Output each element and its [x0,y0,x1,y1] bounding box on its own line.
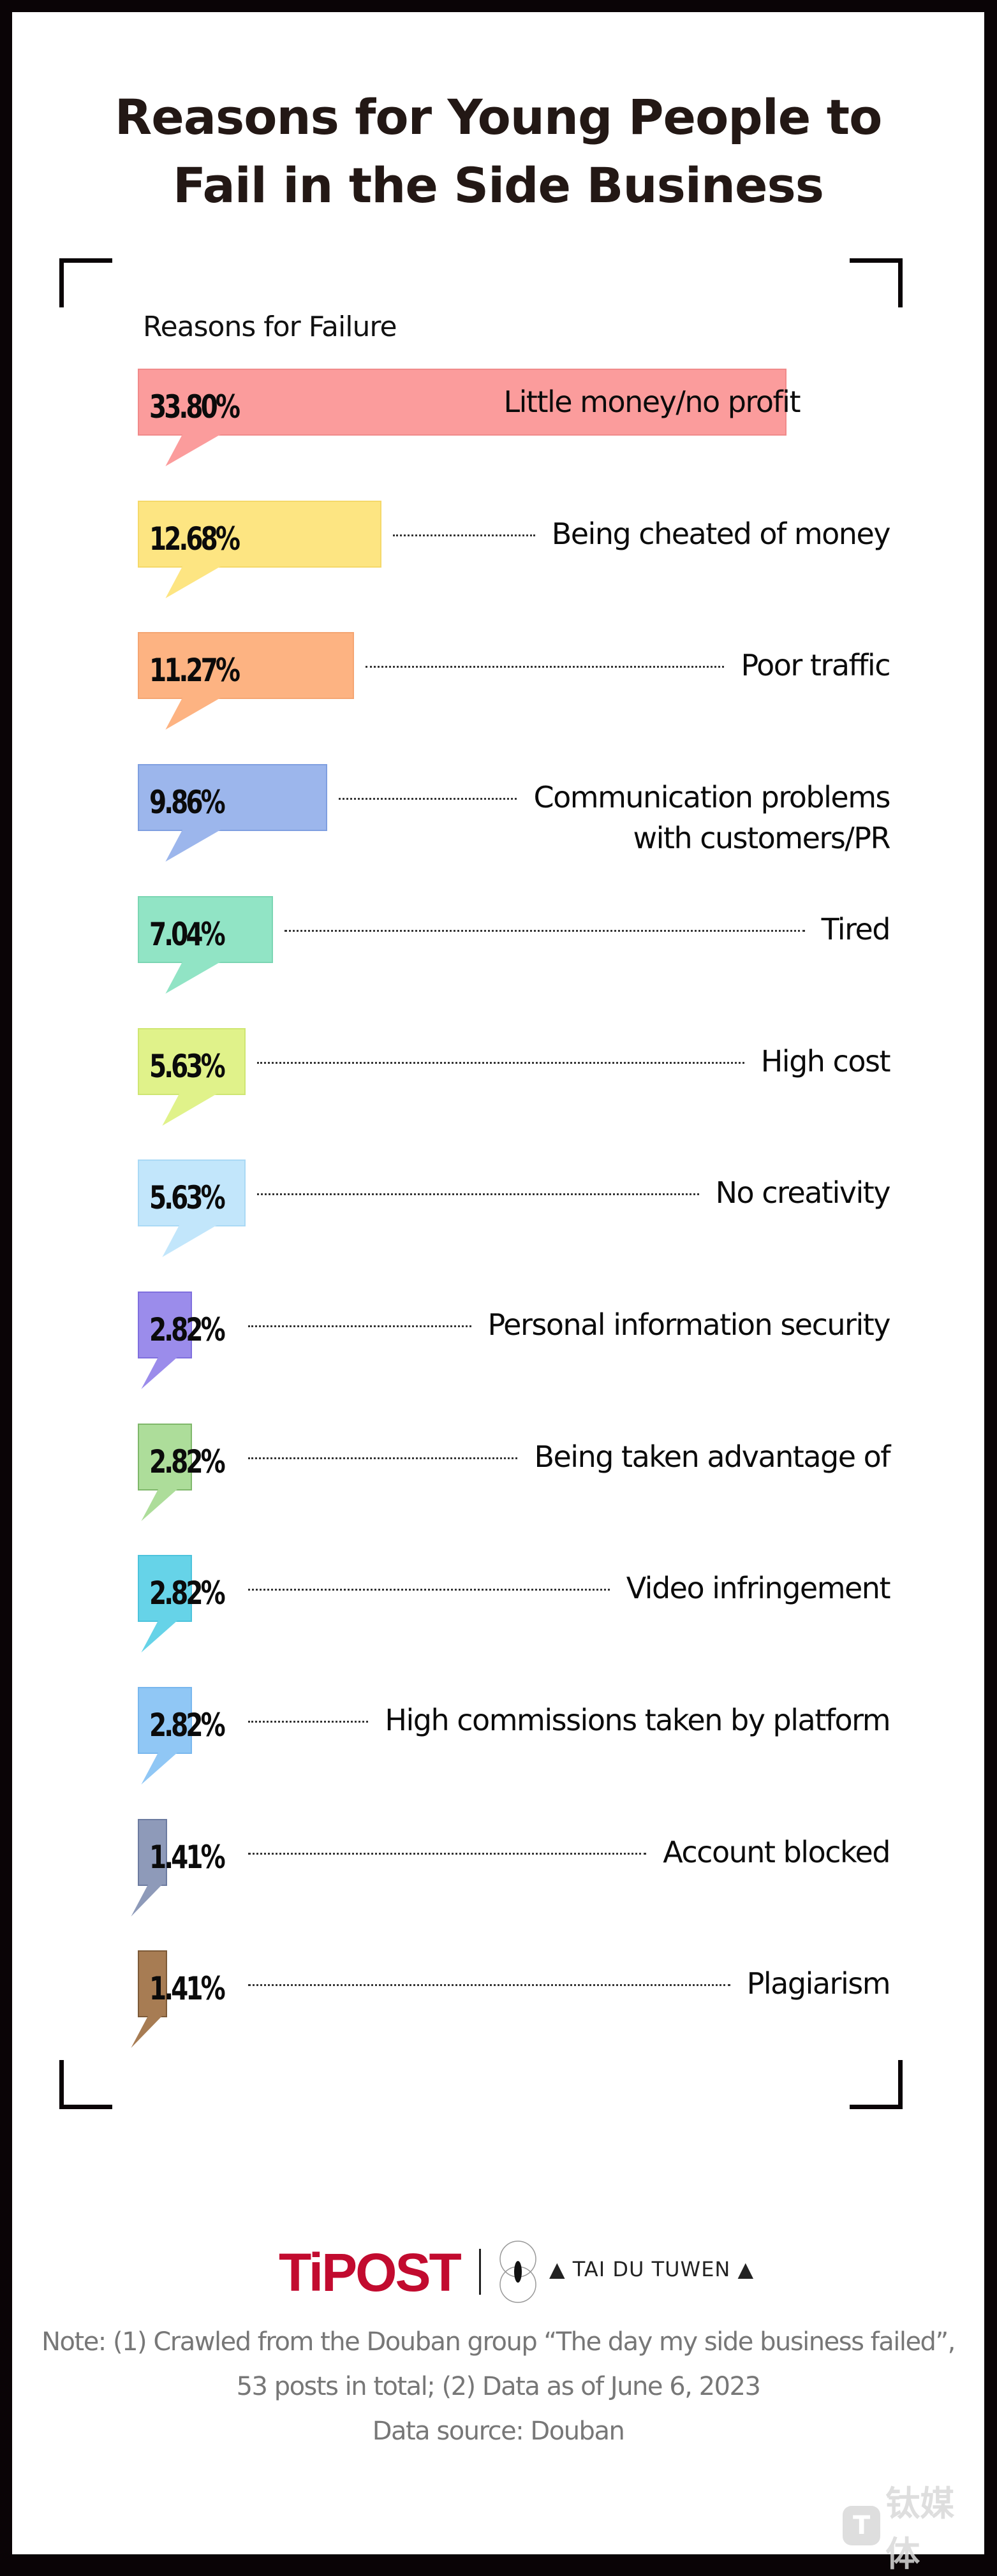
leader-line [248,1852,646,1855]
corner-bracket-top-left [59,258,112,307]
bar [138,500,381,568]
percentage-value: 5.63% [149,1047,226,1085]
bar-tail [165,698,221,730]
bar-row: 2.82% Personal information security [12,1291,984,1419]
bar-row: 2.82% Video infringement [12,1555,984,1682]
bar-row: 33.80% Little money/no profit [12,369,984,496]
reason-label-line: Communication problems [533,780,891,815]
bar-tail [165,830,221,862]
bar [138,1159,246,1227]
leader-line [248,1325,471,1327]
bar-row: 12.68% Being cheated of money [12,500,984,628]
bar-tail [162,1225,217,1258]
reason-label: No creativity [715,1175,891,1211]
reason-label: Being taken advantage of [534,1439,890,1474]
bar [138,1687,192,1754]
percentage-value: 11.27% [149,652,240,689]
leader-line [257,1061,744,1064]
bar-row: 2.82% High commissions taken by platform [12,1687,984,1814]
reason-label: Little money/no profit [503,385,801,419]
leader-line [248,1984,730,1987]
bar-row: 5.63% No creativity [12,1159,984,1287]
percentage-value: 5.63% [149,1179,226,1217]
logo-bar: TiPOST ▲ TAI DU TUWEN ▲ [12,2236,984,2313]
bar-row: 5.63% High cost [12,1027,984,1156]
leader-line [393,534,535,536]
leader-line [284,929,805,932]
leader-line [248,1589,610,1591]
percentage-value: 9.86% [149,784,226,821]
bar-tail [165,566,221,598]
note-line-1: Note: (1) Crawled from the Douban group … [41,2327,956,2357]
leader-line [248,1457,517,1459]
watermark: T 钛媒体 [843,2484,984,2574]
percentage-value: 1.41% [149,1970,226,2008]
infographic-canvas: Reasons for Young People to Fail in the … [12,12,984,2574]
bar-row: 7.04% Tired [12,895,984,1024]
bar [138,1291,192,1358]
bar-tail [141,1753,177,1785]
watermark-logo-icon: T [843,2506,881,2545]
percentage-value: 1.41% [149,1838,226,1876]
reason-label: Plagiarism [746,1966,891,2001]
eye-logo-icon [499,2241,536,2303]
leader-line [366,666,724,668]
note-line-2: 53 posts in total; (2) Data as of June 6… [236,2372,761,2401]
bar [138,1027,246,1095]
reason-label: Poor traffic [741,648,890,683]
bar-tail [162,1093,217,1126]
bar [138,1423,192,1490]
leader-line [339,798,517,800]
reason-label: Video infringement [626,1571,891,1606]
percentage-value: 2.82% [149,1311,226,1348]
percentage-value: 2.82% [149,1707,226,1744]
percentage-value: 12.68% [149,520,240,557]
bar [138,369,787,436]
reason-label: Personal information security [487,1307,891,1342]
percentage-value: 33.80% [149,388,240,425]
reason-label-line: with customers/PR [633,821,891,856]
bar-tail [165,434,221,466]
bar-tail [141,1621,177,1653]
bar-tail [131,1884,162,1917]
bar-row: 1.41% Plagiarism [12,1950,984,2078]
leader-line [257,1193,699,1196]
bar [138,1818,167,1886]
bar-row: 1.41% Account blocked [12,1818,984,1947]
bar [138,764,327,832]
data-source: Data source: Douban [372,2417,625,2446]
bar-tail [131,2016,162,2049]
corner-bracket-bottom-left [59,2060,112,2109]
reason-label: Being cheated of money [551,516,891,551]
reason-label: Account blocked [663,1834,890,1869]
reason-label: High cost [760,1043,891,1078]
title-line-1: Reasons for Young People to [114,89,883,145]
title-line-2: Fail in the Side Business [173,157,824,214]
bar [138,895,273,963]
bar [138,1950,167,2018]
percentage-value: 7.04% [149,915,226,953]
logo-divider [479,2249,481,2295]
reason-label: High commissions taken by platform [385,1703,890,1737]
corner-bracket-bottom-right [850,2060,903,2109]
percentage-value: 2.82% [149,1575,226,1612]
bar-tail [141,1357,177,1389]
axis-label: Reasons for Failure [143,311,397,343]
corner-bracket-top-right [850,258,903,307]
percentage-value: 2.82% [149,1443,226,1480]
bar-tail [141,1489,177,1521]
reason-label: Tired [821,911,891,946]
tai-du-tuwen-label: ▲ TAI DU TUWEN ▲ [549,2257,755,2281]
leader-line [248,1721,368,1723]
bar-row: 2.82% Being taken advantage of [12,1423,984,1551]
bar [138,1555,192,1623]
watermark-text: 钛媒体 [885,2484,955,2574]
bar-tail [165,961,221,994]
bar-row: 9.86% Communication problems with customer… [12,764,984,892]
tipost-logo: TiPOST [279,2242,462,2302]
bar-row: 11.27% Poor traffic [12,632,984,760]
reason-label: Communication problems with customers/PR [533,777,891,858]
bar [138,632,354,700]
